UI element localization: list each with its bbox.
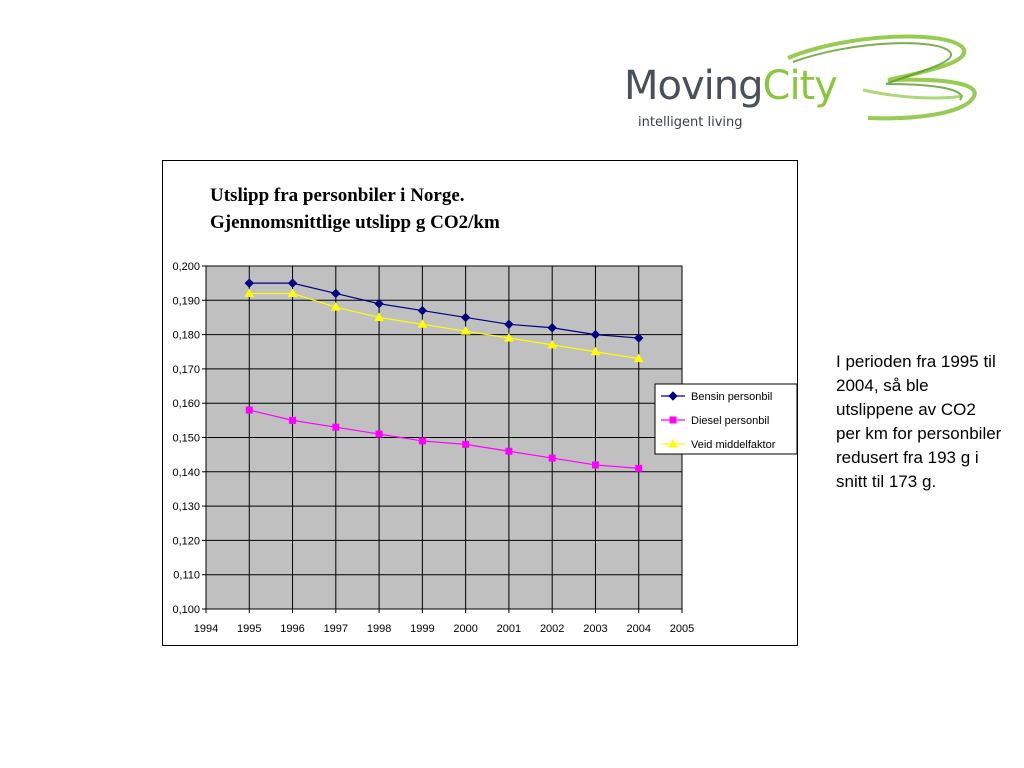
y-tick-label: 0,200 (172, 261, 200, 273)
y-tick-label: 0,150 (172, 433, 200, 445)
series-line-1 (249, 282, 639, 339)
legend-label: Bensin personbil (691, 391, 772, 403)
line-chart: 0,100 0,110 0,120 0,130 0,140 0,150 0,160 0,170… (172, 261, 798, 635)
data-point (287, 288, 298, 297)
data-point (289, 416, 297, 424)
series-line-2 (249, 409, 639, 469)
data-point (374, 312, 384, 321)
legend-marker (669, 416, 677, 424)
series-line-3 (249, 292, 639, 360)
data-point (330, 302, 341, 311)
data-point (633, 353, 644, 363)
data-point (460, 326, 471, 335)
data-point (417, 305, 428, 316)
x-tick-label: 2004 (626, 623, 650, 635)
data-point (591, 461, 599, 469)
moving-city-logo: MovingCity intelligent living (618, 28, 988, 130)
y-tick-label: 0,190 (172, 295, 200, 307)
data-point (634, 333, 644, 343)
x-tick-label: 2005 (670, 623, 694, 635)
x-tick-label: 1997 (324, 623, 348, 635)
x-tick-label: 1998 (367, 623, 391, 635)
x-tick-label: 2000 (453, 623, 477, 635)
logo-word-city: City (762, 63, 838, 109)
data-point (547, 323, 557, 333)
data-point (332, 423, 340, 431)
data-point (505, 447, 513, 455)
data-point (504, 333, 514, 342)
data-point (590, 346, 601, 356)
data-point (245, 406, 253, 414)
data-point (287, 278, 298, 288)
x-tick-label: 1996 (280, 623, 304, 635)
data-point (374, 299, 384, 309)
y-tick-label: 0,170 (172, 364, 200, 376)
y-tick-label: 0,130 (172, 501, 200, 513)
x-tick-label: 2001 (497, 623, 521, 635)
chart-title-line-2: Gjennomsnittlige utslipp g CO2/km (210, 212, 500, 233)
logo-word-moving: Moving (624, 63, 764, 109)
data-point (418, 437, 426, 445)
x-tick-label: 2002 (540, 623, 564, 635)
data-point (635, 464, 643, 472)
data-point (547, 339, 558, 349)
data-point (331, 288, 341, 299)
x-tick-label: 1994 (194, 623, 218, 635)
data-point (417, 319, 428, 328)
y-tick-label: 0,100 (172, 604, 200, 616)
y-tick-label: 0,140 (172, 467, 200, 479)
x-tick-label: 1995 (237, 623, 261, 635)
logo-wordmark: MovingCity (624, 63, 838, 109)
data-point (460, 312, 471, 323)
y-tick-label: 0,110 (173, 570, 200, 582)
data-point (462, 440, 470, 448)
data-point (590, 329, 601, 340)
y-tick-label: 0,180 (172, 330, 200, 342)
data-point (244, 278, 254, 288)
data-point (244, 288, 255, 297)
legend-marker (668, 438, 678, 448)
legend-marker (668, 391, 678, 401)
data-point (375, 430, 383, 438)
legend-label: Diesel personbil (691, 415, 769, 427)
logo-tagline: intelligent living (638, 115, 743, 130)
chart-title: Utslipp fra personbiler i Norge. Gjennom… (210, 182, 650, 236)
data-point (504, 319, 514, 330)
x-tick-label: 1999 (410, 623, 434, 635)
y-tick-label: 0,120 (172, 535, 200, 547)
chart-title-line-1: Utslipp fra personbiler i Norge. (210, 185, 465, 206)
logo-swoosh-icon (787, 34, 977, 121)
y-tick-label: 0,160 (172, 398, 200, 410)
x-tick-label: 2003 (583, 623, 607, 635)
data-point (548, 454, 556, 462)
summary-text: I perioden fra 1995 til 2004, så ble uts… (836, 352, 1002, 491)
legend-label: Veid middelfaktor (691, 439, 776, 451)
